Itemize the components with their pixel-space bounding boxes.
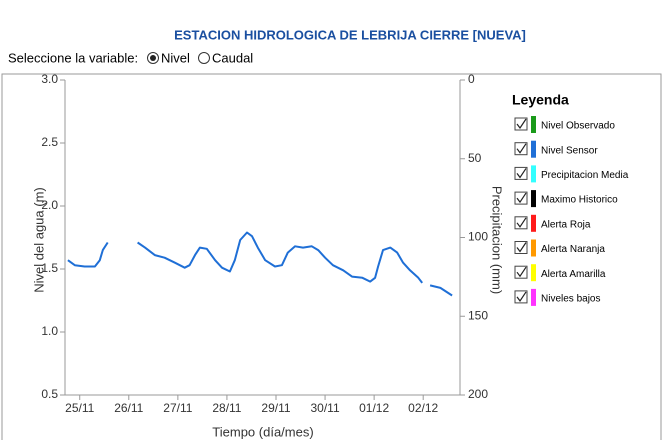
y-tick-label: 0.5 [41,387,58,401]
legend-swatch [531,165,536,183]
legend-check [516,168,527,179]
legend-label: Alerta Roja [541,219,591,230]
legend-check [516,143,527,154]
x-tick-label: 30/11 [310,401,339,415]
y-tick-label: 2.5 [41,135,58,149]
selector-label: Seleccione la variable: [8,50,138,65]
x-tick-label: 02/12 [408,401,438,415]
x-tick-label: 28/11 [212,401,241,415]
legend-title: Leyenda [512,92,569,108]
y2-axis-label: Precipitacion (mm) [490,186,505,294]
radio-label: Caudal [212,50,253,65]
legend-swatch [531,190,536,208]
legend-label: Maximo Historico [541,195,618,206]
chart-title: ESTACION HIDROLOGICA DE LEBRIJA CIERRE [… [174,27,526,42]
x-tick-label: 27/11 [163,401,192,415]
y2-tick-label: 200 [468,387,488,401]
x-tick-label: 25/11 [65,401,94,415]
legend-check [516,217,527,228]
y-tick-label: 3.0 [41,72,58,86]
legend-swatch [531,214,536,232]
legend-check [516,291,527,302]
legend-label: Alerta Naranja [541,244,605,255]
y2-tick-label: 0 [468,72,475,86]
legend-swatch [531,288,536,306]
x-tick-label: 26/11 [114,401,143,415]
legend-swatch [531,239,536,257]
y-tick-label: 2.0 [41,198,58,212]
y2-tick-label: 150 [468,308,488,322]
legend-label: Precipitacion Media [541,170,629,181]
data-line [67,231,453,297]
y-tick-label: 1.0 [41,324,58,338]
legend-check [516,266,527,278]
radio-dot [150,55,156,61]
legend-label: Niveles bajos [541,294,600,305]
legend-swatch [531,116,536,133]
y-tick-label: 1.5 [41,261,58,275]
legend-swatch [531,264,536,282]
legend-check [516,242,527,253]
radio-button[interactable] [198,52,210,64]
legend-label: Nivel Observado [541,121,615,132]
legend-check [516,192,527,204]
legend-label: Alerta Amarilla [541,269,606,280]
x-tick-label: 29/11 [261,401,290,415]
x-tick-label: 01/12 [359,401,389,415]
legend-swatch [531,140,536,158]
legend-check [516,118,527,130]
radio-label: Nivel [161,50,190,65]
y-axis-label: Nivel del agua (m) [31,187,46,293]
y2-tick-label: 100 [468,230,488,244]
y2-tick-label: 50 [468,151,482,165]
legend-label: Nivel Sensor [541,145,598,156]
x-axis-label: Tiempo (día/mes) [212,424,313,439]
panel-frame [1,73,662,440]
